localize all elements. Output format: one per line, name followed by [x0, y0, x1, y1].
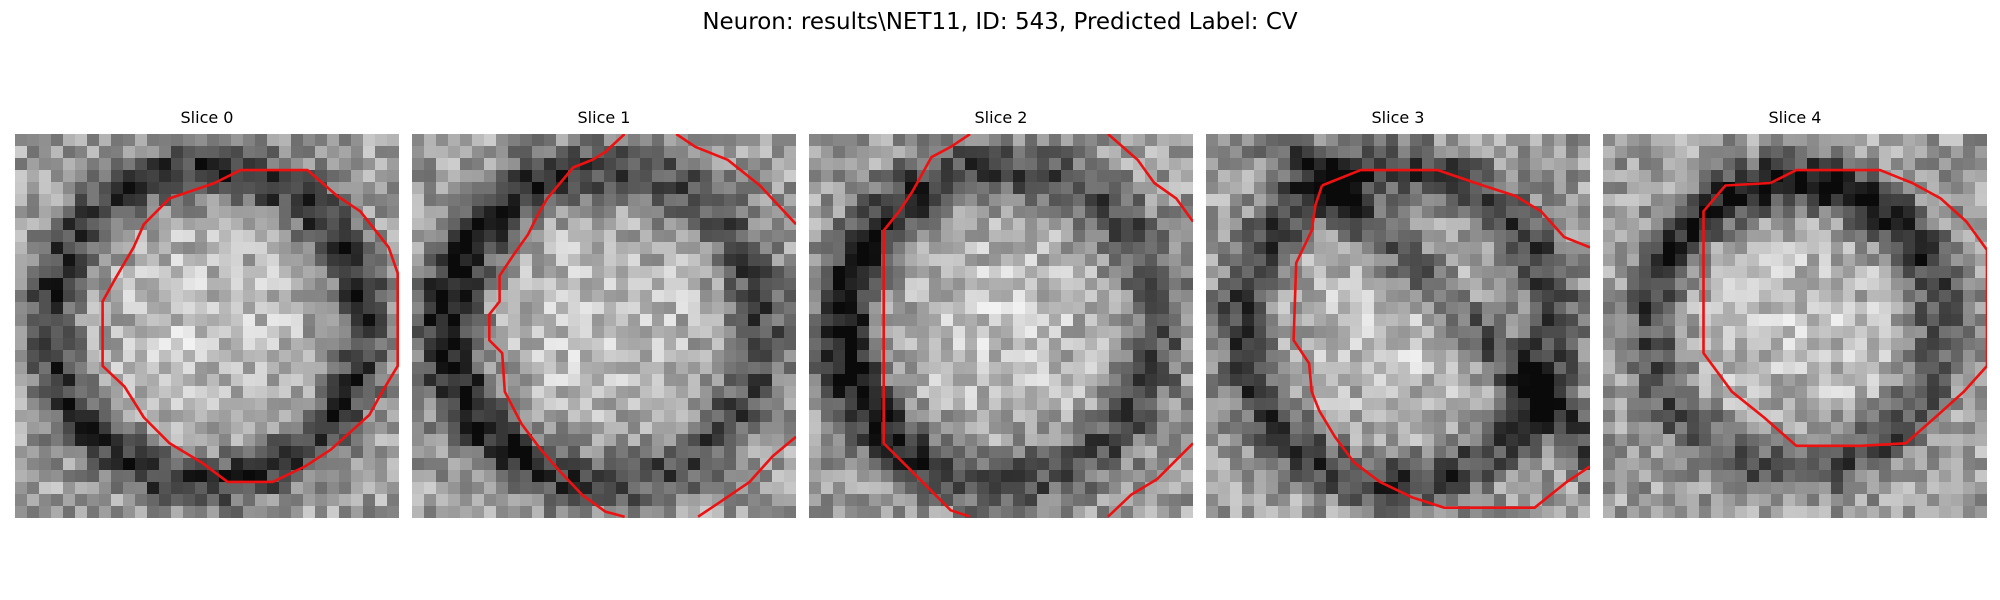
- slice-0-image: [15, 134, 399, 518]
- contour-line-0: [488, 134, 626, 518]
- pixel-grid: [809, 134, 1193, 518]
- slice-4-image: [1603, 134, 1987, 518]
- contour-line-0: [1321, 168, 1590, 249]
- image-panel-slice-0: [15, 134, 399, 518]
- image-panel-slice-3: [1206, 134, 1590, 518]
- panel-title-slice-4: Slice 4: [1768, 108, 1822, 127]
- panel-title-slice-1: Slice 1: [577, 108, 631, 127]
- panel-title-slice-3: Slice 3: [1371, 108, 1425, 127]
- contour-line-0: [1702, 168, 1987, 448]
- slice-2-image: [809, 134, 1193, 518]
- contour-line-1: [675, 134, 796, 226]
- pixel-grid: [1206, 134, 1590, 518]
- image-panel-slice-1: [412, 134, 796, 518]
- contour-line-2: [697, 435, 796, 518]
- slice-3-image: [1206, 134, 1590, 518]
- contour-line-1: [1107, 134, 1193, 223]
- pixel-grid: [412, 134, 796, 518]
- pixel-grid: [1603, 134, 1987, 518]
- contour-line-2: [1107, 442, 1193, 518]
- contour-line-1: [1292, 185, 1590, 510]
- panel-title-slice-0: Slice 0: [180, 108, 234, 127]
- contour-line-0: [101, 168, 399, 484]
- panel-title-slice-2: Slice 2: [974, 108, 1028, 127]
- pixel-grid: [15, 134, 399, 518]
- image-panel-slice-2: [809, 134, 1193, 518]
- slice-1-image: [412, 134, 796, 518]
- image-panel-slice-4: [1603, 134, 1987, 518]
- figure-title: Neuron: results\NET11, ID: 543, Predicte…: [702, 9, 1298, 35]
- contour-line-0: [882, 134, 971, 518]
